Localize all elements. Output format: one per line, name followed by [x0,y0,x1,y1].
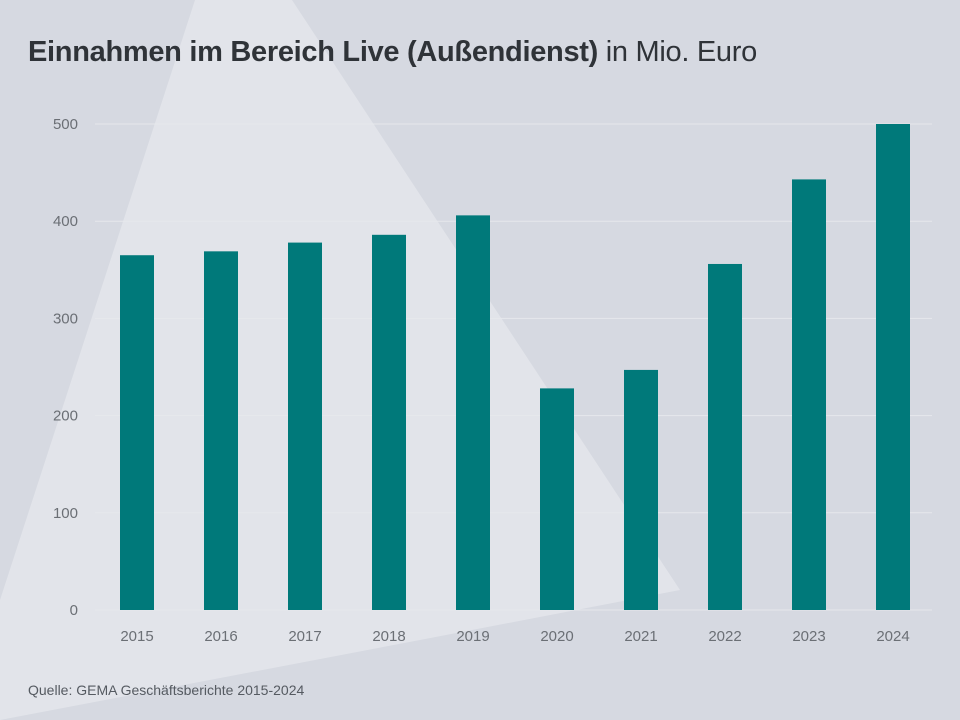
chart-title-bold: Einnahmen im Bereich Live (Außendienst) [28,36,599,68]
x-tick-label-2015: 2015 [120,628,153,645]
y-tick-label-300: 300 [53,310,78,327]
bar-2015 [120,255,154,610]
x-tick-label-2023: 2023 [792,628,825,645]
source-note: Quelle: GEMA Geschäftsberichte 2015-2024 [28,682,305,698]
y-tick-label-400: 400 [53,213,78,230]
x-tick-label-2017: 2017 [288,628,321,645]
x-tick-label-2022: 2022 [708,628,741,645]
y-tick-label-100: 100 [53,505,78,522]
x-tick-label-2024: 2024 [876,628,909,645]
x-tick-label-2020: 2020 [540,628,573,645]
y-tick-label-0: 0 [70,602,78,619]
bar-2020 [540,388,574,610]
bar-2016 [204,251,238,610]
bars [120,124,910,611]
y-tick-label-500: 500 [53,116,78,133]
bar-2017 [288,242,322,611]
bar-2022 [708,263,742,610]
x-tick-label-2019: 2019 [456,628,489,645]
y-tick-label-200: 200 [53,408,78,425]
chart-title: Einnahmen im Bereich Live (Außendienst) … [28,36,757,69]
bar-2019 [456,215,490,611]
x-tick-label-2021: 2021 [624,628,657,645]
chart-title-unit: in Mio. Euro [605,36,757,68]
x-tick-label-2016: 2016 [204,628,237,645]
y-axis-ticks: 0 100 200 300 400 500 [53,116,78,619]
bar-2018 [372,234,406,611]
x-axis-ticks: 2015 2016 2017 2018 2019 2020 2021 2022 2023 2024 [120,628,909,645]
bar-2021 [624,369,658,610]
bar-2024 [876,124,910,610]
x-tick-label-2018: 2018 [372,628,405,645]
bar-2023 [792,179,826,611]
